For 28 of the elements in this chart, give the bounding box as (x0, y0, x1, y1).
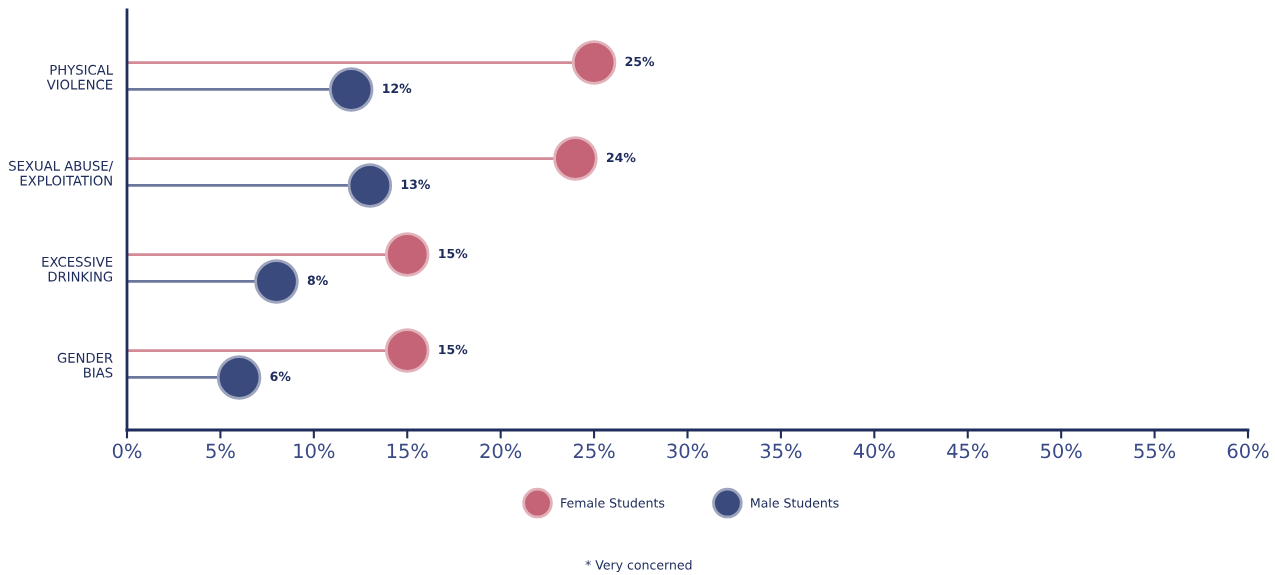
data-label: 13% (401, 179, 430, 190)
y-tick-label: GENDER BIAS (57, 352, 113, 378)
data-label: 6% (270, 371, 291, 382)
x-tick-label: 35% (760, 443, 802, 459)
x-tick-label: 5% (206, 443, 235, 459)
x-tick-label: 15% (387, 443, 428, 459)
x-tick-label: 20% (480, 443, 522, 459)
legend-label: Female Students (561, 497, 665, 508)
x-tick-label: 10% (294, 443, 335, 459)
x-tick-label: 60% (1227, 443, 1269, 459)
data-label: 15% (439, 344, 468, 355)
x-tick-label: 55% (1134, 443, 1176, 459)
x-tick-label: 50% (1041, 443, 1082, 459)
legend-label: Male Students (751, 497, 839, 508)
x-tick-label: 30% (667, 443, 709, 459)
x-tick-label: 45% (947, 443, 989, 459)
y-tick-label: EXCESSIVE DRINKING (42, 256, 113, 282)
data-label: 8% (307, 275, 328, 286)
data-label: 12% (383, 83, 412, 94)
data-label: 25% (625, 56, 655, 67)
x-tick-label: 40% (853, 443, 895, 459)
y-tick-label: PHYSICAL VIOLENCE (46, 64, 114, 90)
data-label: 24% (606, 152, 636, 163)
y-tick-label: SEXUAL ABUSE/ EXPLOITATION (9, 160, 114, 186)
x-tick-label: 25% (573, 443, 615, 459)
x-tick-label: 0% (112, 443, 142, 459)
text: * Very concerned (585, 559, 692, 573)
data-label: 15% (439, 248, 468, 259)
